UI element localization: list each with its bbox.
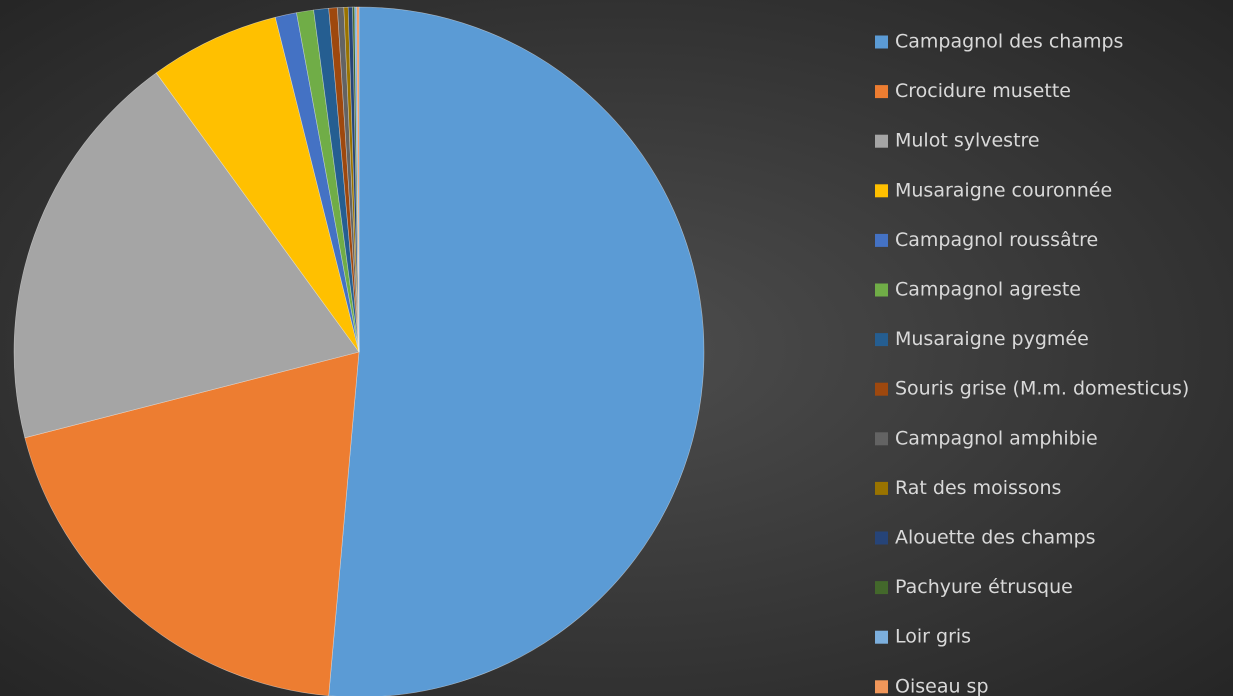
legend-swatch	[875, 85, 888, 99]
legend-swatch	[875, 283, 888, 297]
legend-label: Rat des moissons	[895, 477, 1061, 499]
legend-label: Alouette des champs	[895, 527, 1096, 549]
legend-swatch	[875, 35, 888, 49]
legend-label: Campagnol amphibie	[895, 427, 1098, 449]
legend-label: Crocidure musette	[895, 80, 1071, 102]
legend-label: Musaraigne pygmée	[895, 328, 1089, 350]
pie-slice	[356, 6, 360, 353]
legend-label: Campagnol agreste	[895, 279, 1081, 301]
legend-swatch	[875, 680, 888, 694]
legend-label: Musaraigne couronnée	[895, 179, 1112, 201]
pie-slice	[24, 351, 360, 696]
legend-swatch	[875, 581, 888, 595]
pie-slice	[155, 16, 360, 353]
legend-swatch	[875, 233, 888, 247]
legend-swatch	[875, 333, 888, 347]
legend-swatch	[875, 481, 888, 495]
legend-label: Mulot sylvestre	[895, 130, 1040, 152]
legend-label: Pachyure étrusque	[895, 576, 1073, 598]
legend-swatch	[875, 531, 888, 545]
legend-swatch	[875, 184, 888, 198]
legend-label: Loir gris	[895, 626, 971, 648]
legend-swatch	[875, 134, 888, 148]
legend-label: Souris grise (M.m. domesticus)	[895, 378, 1189, 400]
legend-label: Campagnol des champs	[895, 31, 1123, 53]
legend-swatch	[875, 630, 888, 644]
pie-slice	[328, 6, 705, 696]
legend-label: Campagnol roussâtre	[895, 229, 1098, 251]
pie-slice	[13, 72, 360, 439]
legend-swatch	[875, 382, 888, 396]
legend-label: Oiseau sp	[895, 675, 989, 696]
legend-swatch	[875, 432, 888, 446]
